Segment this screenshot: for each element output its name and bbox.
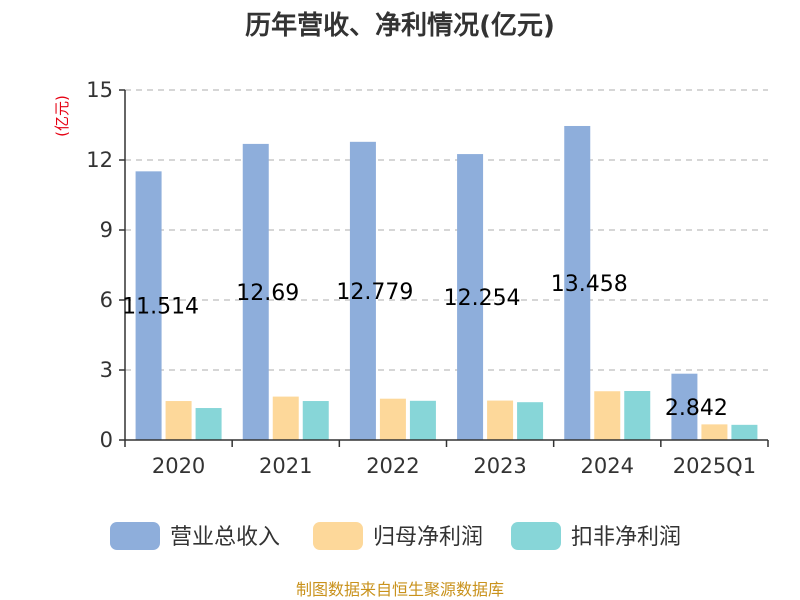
bar bbox=[624, 391, 651, 440]
bar bbox=[302, 401, 329, 440]
bars bbox=[135, 125, 758, 440]
x-tick-label: 2024 bbox=[581, 454, 634, 478]
value-label: 13.458 bbox=[551, 272, 628, 297]
legend-label: 营业总收入 bbox=[170, 525, 280, 550]
value-label: 11.514 bbox=[122, 295, 199, 320]
bar bbox=[272, 396, 299, 440]
bar bbox=[242, 143, 269, 440]
bar bbox=[564, 125, 591, 440]
bar bbox=[594, 391, 621, 440]
bar bbox=[379, 398, 406, 440]
y-tick-label: 0 bbox=[100, 428, 113, 452]
y-tick-label: 12 bbox=[86, 148, 113, 172]
y-tick-label: 15 bbox=[86, 78, 113, 102]
legend-item[interactable]: 扣非净利润 bbox=[511, 522, 681, 550]
legend-label: 扣非净利润 bbox=[571, 525, 681, 550]
legend-item[interactable]: 归母净利润 bbox=[313, 522, 483, 550]
legend-item[interactable]: 营业总收入 bbox=[110, 522, 280, 550]
x-tick-label: 2022 bbox=[366, 454, 419, 478]
bar bbox=[671, 373, 698, 440]
value-label: 12.254 bbox=[444, 286, 521, 311]
bar bbox=[457, 154, 484, 440]
bar bbox=[135, 171, 162, 440]
y-axis-unit-label: (亿元) bbox=[53, 95, 71, 137]
x-tick-label: 2025Q1 bbox=[673, 454, 756, 478]
gridlines bbox=[125, 89, 768, 371]
bar bbox=[487, 400, 514, 440]
x-axis-ticks: 2020 2021 2022 2023 2024 2025Q1 bbox=[124, 440, 769, 478]
bar bbox=[409, 400, 436, 440]
legend-swatch bbox=[511, 522, 561, 550]
bar bbox=[701, 424, 728, 440]
value-label: 12.69 bbox=[236, 281, 299, 306]
data-source-note: 制图数据来自恒生聚源数据库 bbox=[296, 580, 504, 599]
chart-title: 历年营收、净利情况(亿元) bbox=[245, 10, 555, 41]
bar bbox=[731, 424, 758, 440]
bar bbox=[349, 141, 376, 440]
legend-swatch bbox=[110, 522, 160, 550]
legend-swatch bbox=[313, 522, 363, 550]
bar bbox=[165, 401, 192, 440]
y-tick-label: 6 bbox=[100, 288, 113, 312]
legend-label: 归母净利润 bbox=[373, 525, 483, 550]
y-axis-ticks: 0 3 6 9 12 15 bbox=[86, 78, 125, 452]
x-tick-label: 2020 bbox=[152, 454, 205, 478]
x-tick-label: 2021 bbox=[259, 454, 312, 478]
value-label: 12.779 bbox=[336, 280, 413, 305]
y-tick-label: 3 bbox=[100, 358, 113, 382]
value-labels: 11.514 12.69 12.779 12.254 13.458 2.842 bbox=[122, 272, 728, 421]
y-tick-label: 9 bbox=[100, 218, 113, 242]
bar bbox=[517, 402, 544, 440]
value-label: 2.842 bbox=[665, 396, 728, 421]
bar bbox=[195, 408, 222, 440]
x-tick-label: 2023 bbox=[473, 454, 526, 478]
legend[interactable]: 营业总收入 归母净利润 扣非净利润 bbox=[110, 522, 681, 550]
